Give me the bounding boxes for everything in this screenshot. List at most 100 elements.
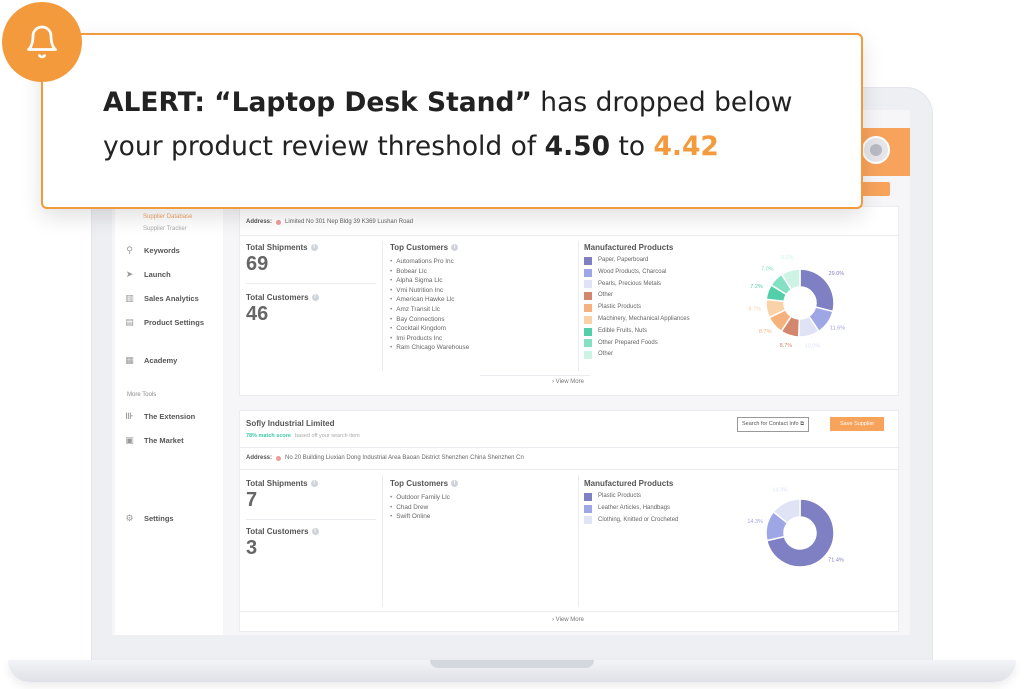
donut-label: 14.3% — [772, 488, 788, 494]
total-customers-label: Total Customers i — [246, 527, 319, 536]
donut-label: 8.7% — [759, 329, 772, 335]
list-item: Cocktail Kingdom — [390, 324, 469, 334]
alert-message: ALERT: “Laptop Desk Stand” has dropped b… — [103, 87, 793, 162]
sidebar-item-settings[interactable]: ⚙ Settings — [125, 513, 174, 524]
legend-swatch — [584, 516, 592, 525]
total-customers-label: Total Customers i — [246, 293, 319, 302]
list-item: Imi Products Inc — [390, 334, 469, 344]
settings-box-icon: ▤ — [125, 317, 134, 327]
analytics-icon: ▥ — [125, 293, 134, 303]
list-item: Automations Pro Inc — [390, 257, 469, 267]
donut-label: 71.4% — [828, 558, 844, 564]
extension-icon: ⊪ — [125, 411, 134, 421]
alert-popup: ALERT: “Laptop Desk Stand” has dropped b… — [41, 33, 863, 209]
list-item: Bay Connections — [390, 315, 469, 325]
legend-item: Edible Fruits, Nuts — [584, 326, 690, 338]
sidebar-item-product-settings[interactable]: ▤ Product Settings — [125, 317, 205, 328]
sidebar: Supplier Database Supplier Tracker ⚲ Keyw… — [115, 200, 223, 635]
manufactured-products-label: Manufactured Products — [584, 243, 674, 252]
total-shipments-value: 7 — [246, 489, 258, 511]
info-icon: i — [311, 294, 319, 301]
laptop-notch — [430, 660, 594, 668]
supplier-address: Address: Limited No 301 Nep Bldg 39 K369 … — [246, 219, 414, 225]
products-donut-chart: 29.0% 11.6% 10.0% 8.7% 8.7% 8.7% 7.2% 7.0% 9.1% — [748, 255, 845, 349]
info-icon: i — [310, 244, 318, 251]
legend-swatch — [584, 351, 592, 360]
sidebar-item-launch[interactable]: ➤ Launch — [125, 269, 171, 280]
list-item: Chad Drew — [390, 503, 450, 513]
legend-item: Other Prepared Foods — [584, 338, 690, 350]
save-supplier-button[interactable]: Save Supplier — [830, 417, 885, 431]
legend-item: Other — [584, 349, 690, 361]
sidebar-section-title: More Tools — [127, 392, 157, 398]
sidebar-item-keywords[interactable]: ⚲ Keywords — [126, 245, 180, 256]
legend-item: Other — [584, 290, 690, 302]
legend-label: Edible Fruits, Nuts — [598, 327, 648, 334]
gear-icon: ⚙ — [125, 513, 134, 523]
location-pin-icon — [276, 219, 282, 225]
total-customers-value: 46 — [246, 303, 269, 325]
sidebar-item-academy[interactable]: ▦ Academy — [125, 355, 178, 366]
products-legend: Plastic Products Leather Articles, Handba… — [584, 491, 678, 526]
legend-swatch — [584, 492, 592, 501]
sidebar-sub-supplier-tracker[interactable]: Supplier Tracker — [143, 226, 187, 232]
legend-label: Machinery, Mechanical Appliances — [598, 315, 690, 322]
sidebar-sub-supplier-database[interactable]: Supplier Database — [143, 214, 193, 220]
legend-swatch — [584, 327, 592, 336]
legend-item: Plastic Products — [584, 491, 678, 503]
legend-swatch — [584, 268, 592, 277]
supplier-card-1: Address: Limited No 301 Nep Bldg 39 K369 … — [239, 206, 900, 396]
list-item: Outdoor Family Llc — [390, 493, 450, 503]
laptop-base — [8, 660, 1016, 682]
legend-swatch — [584, 339, 592, 348]
bell-icon[interactable] — [2, 2, 82, 82]
donut-label: 7.2% — [750, 284, 763, 290]
legend-swatch — [584, 304, 592, 313]
list-item: Swift Online — [390, 512, 450, 522]
list-item: Ram Chicago Warehouse — [390, 343, 469, 353]
location-pin-icon — [276, 455, 282, 461]
legend-label: Plastic Products — [598, 304, 642, 311]
donut-label: 11.6% — [830, 326, 845, 332]
sidebar-item-extension[interactable]: ⊪ The Extension — [125, 411, 196, 422]
search-contact-button[interactable]: Search for Contact Info ⧉ — [737, 417, 810, 432]
donut-label: 9.1% — [781, 255, 794, 261]
legend-label: Leather Articles, Handbags — [598, 504, 671, 511]
info-icon: i — [451, 480, 459, 487]
view-more-link[interactable]: › View More — [552, 379, 584, 385]
legend-label: Plastic Products — [598, 493, 642, 499]
legend-label: Other — [598, 292, 614, 299]
info-icon: i — [311, 528, 319, 535]
sidebar-item-market[interactable]: ▣ The Market — [125, 435, 184, 446]
donut-label: 10.0% — [805, 343, 821, 349]
info-icon: i — [451, 244, 459, 251]
app-screen: Supplier Database Supplier Tracker ⚲ Keyw… — [112, 110, 910, 635]
supplier-card-2: Sofly Industrial Limited 78% match score… — [239, 410, 900, 632]
donut-label: 8.7% — [748, 307, 761, 313]
legend-item: Leather Articles, Handbags — [584, 503, 678, 515]
avatar[interactable] — [862, 136, 890, 164]
sidebar-item-sales-analytics[interactable]: ▥ Sales Analytics — [125, 293, 199, 304]
top-customers-list: Outdoor Family Llc Chad Drew Swift Onlin… — [390, 493, 450, 522]
market-icon: ▣ — [125, 435, 134, 445]
legend-swatch — [584, 292, 592, 301]
user-icon — [870, 144, 882, 156]
list-item: Alpha Sigma Llc — [390, 276, 469, 286]
top-customers-list: Automations Pro Inc Bobear Llc Alpha Sig… — [390, 257, 469, 353]
manufactured-products-label: Manufactured Products — [584, 479, 674, 488]
top-customers-label: Top Customers i — [390, 479, 459, 488]
donut-slice — [780, 268, 801, 291]
total-shipments-label: Total Shipments i — [246, 479, 318, 488]
legend-swatch — [584, 256, 592, 265]
info-icon: i — [310, 480, 318, 487]
supplier-address: Address: No 20 Building Liuxian Dong Indu… — [246, 455, 524, 461]
view-more-link[interactable]: › View More — [552, 617, 584, 623]
legend-item: Plastic Products — [584, 302, 690, 314]
keywords-icon: ⚲ — [126, 245, 133, 255]
donut-label: 29.0% — [829, 271, 845, 277]
legend-label: Pearls, Precious Metals — [598, 280, 662, 287]
legend-item: Paper, Paperboard — [584, 255, 690, 267]
legend-swatch — [584, 504, 592, 513]
list-item: Amz Transit Llc — [390, 305, 469, 315]
list-item: Vmi Nutrition Inc — [390, 286, 469, 296]
